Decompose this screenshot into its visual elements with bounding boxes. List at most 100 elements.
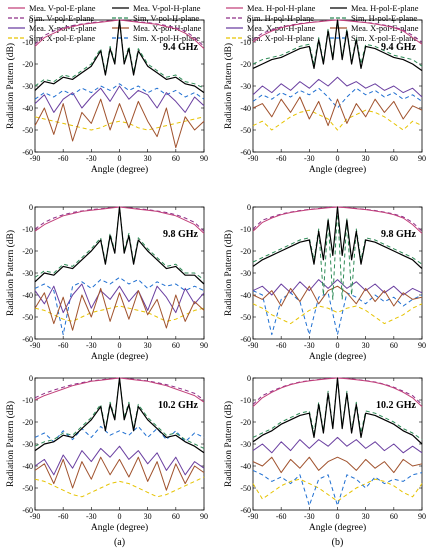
frequency-label: 10.2 GHz xyxy=(376,400,417,411)
x-axis-label: Angle (degree) xyxy=(91,522,148,533)
y-tick-label: -60 xyxy=(240,335,251,344)
series-line xyxy=(252,377,423,445)
y-tick-label: -50 xyxy=(22,313,33,322)
legend-label: Sim. X-pol-E-plane xyxy=(29,34,95,43)
y-tick-label: -20 xyxy=(240,60,251,69)
legend-label: Mea. X-pol-H-plane xyxy=(247,24,316,33)
x-tick-label: -90 xyxy=(30,154,41,163)
series-line xyxy=(252,456,423,474)
x-tick-label: -30 xyxy=(86,154,97,163)
series-line xyxy=(34,206,205,285)
x-tick-label: 90 xyxy=(418,512,426,521)
y-tick-label: -30 xyxy=(240,269,251,278)
legend-label: Sim. H-pol-H-plane xyxy=(247,14,314,23)
x-tick-label: 0 xyxy=(336,341,340,350)
x-tick-label: 90 xyxy=(418,154,426,163)
x-axis-label: Angle (degree) xyxy=(91,351,148,362)
y-tick-label: -10 xyxy=(240,396,251,405)
x-tick-label: 0 xyxy=(336,154,340,163)
x-tick-label: 90 xyxy=(200,341,208,350)
y-tick-label: 0 xyxy=(29,203,33,212)
y-tick-label: -20 xyxy=(22,418,33,427)
legend-label: Mea. X-pol-H-plane xyxy=(133,24,202,33)
y-tick-label: 0 xyxy=(29,374,33,383)
x-tick-label: 60 xyxy=(390,154,398,163)
x-tick-label: 0 xyxy=(336,512,340,521)
y-tick-label: -50 xyxy=(240,313,251,322)
y-tick-label: -60 xyxy=(240,148,251,157)
x-tick-label: 60 xyxy=(172,341,180,350)
legend-a: Mea. V-pol-E-plane Mea. V-pol-H-plane Sim.… xyxy=(8,4,202,43)
x-axis-label: Angle (degree) xyxy=(309,351,366,362)
y-tick-label: -40 xyxy=(22,291,33,300)
x-axis-label: Angle (degree) xyxy=(91,164,148,175)
y-tick-label: -30 xyxy=(22,269,33,278)
series-line xyxy=(252,87,423,109)
plot-frame xyxy=(34,377,205,511)
frequency-label: 10.2 GHz xyxy=(158,400,199,411)
x-tick-label: -90 xyxy=(30,512,41,521)
plot-frame xyxy=(252,206,423,340)
series-line xyxy=(252,377,423,405)
x-tick-label: -90 xyxy=(248,341,259,350)
chart-panel-b-1: 0-10-20-30-40-50-60-90 -60 -30 0 30 60 909.4 G… xyxy=(223,16,426,175)
series-line xyxy=(252,206,423,300)
y-axis-label: Radiation Pattern (dB) xyxy=(223,43,234,129)
y-tick-label: -20 xyxy=(240,418,251,427)
legend-label: Mea. V-pol-E-plane xyxy=(29,4,96,13)
x-tick-label: 0 xyxy=(118,154,122,163)
y-tick-label: -60 xyxy=(22,506,33,515)
legend-label: Sim. X-pol-H-plane xyxy=(133,34,200,43)
legend-label: Mea. V-pol-H-plane xyxy=(133,4,201,13)
series-line xyxy=(252,290,423,336)
x-tick-label: 60 xyxy=(390,512,398,521)
series-line xyxy=(252,109,423,131)
y-tick-label: -50 xyxy=(22,126,33,135)
series-line xyxy=(34,377,205,454)
x-tick-label: -90 xyxy=(30,341,41,350)
series-line xyxy=(252,478,423,502)
series-line xyxy=(252,206,423,270)
y-tick-label: -60 xyxy=(240,506,251,515)
series-line xyxy=(252,285,423,307)
x-tick-label: 60 xyxy=(172,512,180,521)
series-line xyxy=(34,476,205,498)
chart-panel-b-3: 0-10-20-30-40-50-60-90 -60 -30 0 30 60 9010.2 … xyxy=(223,374,426,533)
x-tick-label: -30 xyxy=(304,341,315,350)
y-tick-label: -40 xyxy=(22,462,33,471)
y-tick-label: 0 xyxy=(247,374,251,383)
series-line xyxy=(34,445,205,476)
y-tick-label: -40 xyxy=(240,291,251,300)
series-line xyxy=(34,425,205,443)
chart-panel-b-2: 0-10-20-30-40-50-60-90 -60 -30 0 30 60 909.8 G… xyxy=(223,203,426,362)
legend-b: Mea. H-pol-H-plane Mea. H-pol-E-planeSim.… xyxy=(226,4,419,43)
x-tick-label: 60 xyxy=(172,154,180,163)
x-tick-label: 90 xyxy=(200,154,208,163)
series-line xyxy=(34,456,205,491)
series-line xyxy=(252,76,423,98)
x-tick-label: -30 xyxy=(304,512,315,521)
x-tick-label: -60 xyxy=(58,341,69,350)
chart-panel-a-1: 0-10-20-30-40-50-60-90 -60 -30 0 30 60 909.4 G… xyxy=(5,16,208,175)
series-line xyxy=(34,98,205,149)
y-tick-label: -30 xyxy=(22,440,33,449)
plot-frame xyxy=(252,377,423,511)
series-line xyxy=(252,303,423,325)
panel-label: (b) xyxy=(332,537,344,548)
frequency-label: 9.4 GHz xyxy=(381,42,417,53)
y-tick-label: -60 xyxy=(22,148,33,157)
y-tick-label: -30 xyxy=(22,82,33,91)
series-line xyxy=(252,436,423,454)
x-axis-label: Angle (degree) xyxy=(309,522,366,533)
x-tick-label: -90 xyxy=(248,154,259,163)
x-tick-label: -30 xyxy=(86,341,97,350)
x-tick-label: -60 xyxy=(58,512,69,521)
y-axis-label: Radiation Pattern (dB) xyxy=(223,230,234,316)
y-tick-label: 0 xyxy=(29,16,33,25)
x-tick-label: 90 xyxy=(200,512,208,521)
legend-label: Mea. H-pol-H-plane xyxy=(247,4,316,13)
x-tick-label: 60 xyxy=(390,341,398,350)
series-line xyxy=(34,19,205,94)
x-tick-label: -90 xyxy=(248,512,259,521)
